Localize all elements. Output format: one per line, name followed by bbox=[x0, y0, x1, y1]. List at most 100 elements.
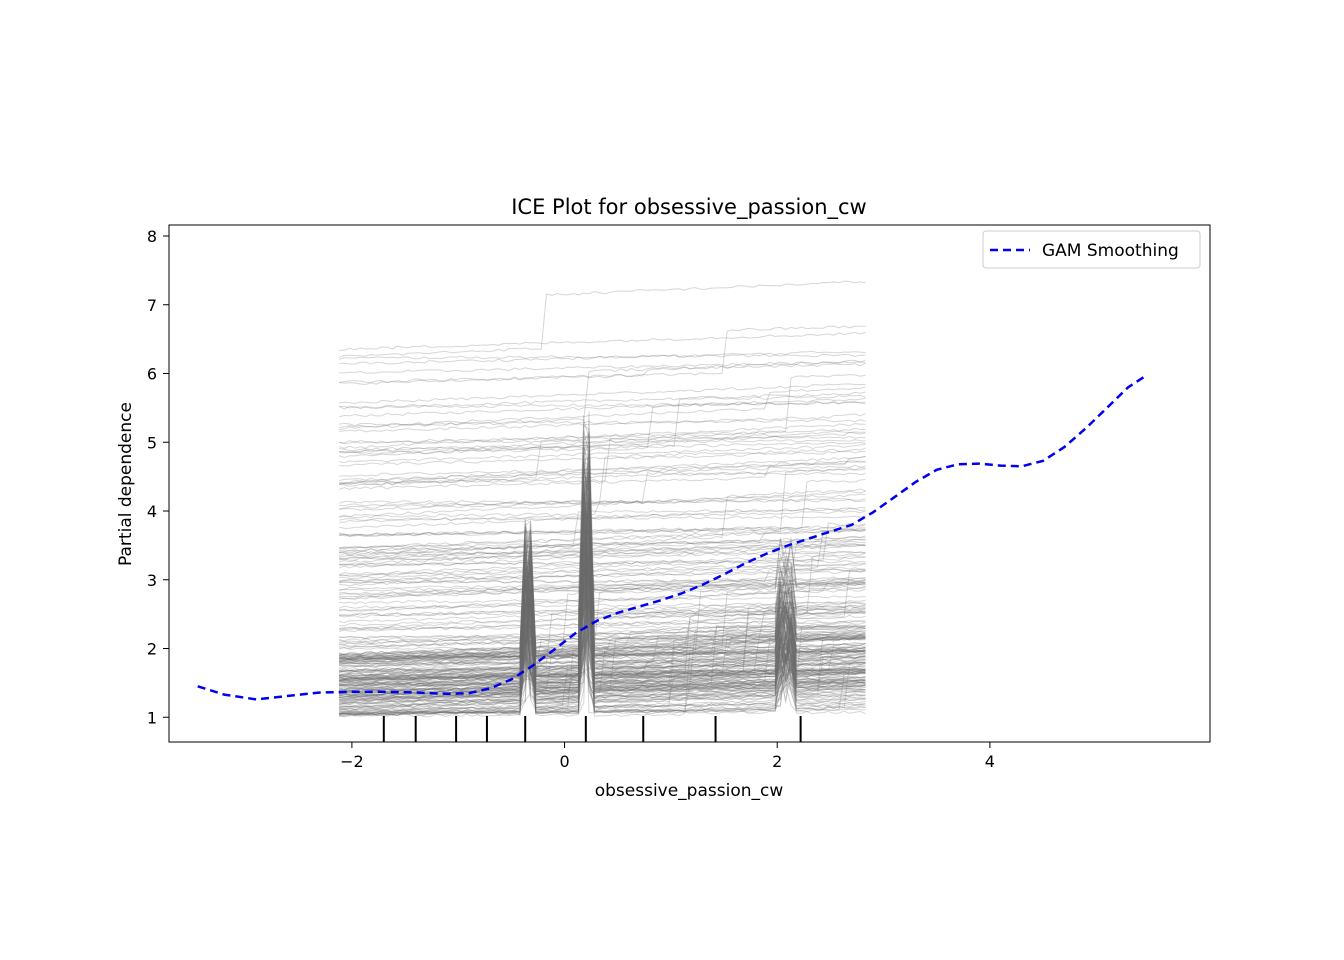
ice-line bbox=[339, 609, 866, 699]
ice-line bbox=[339, 477, 866, 684]
ice-line bbox=[339, 455, 866, 650]
ice-line bbox=[338, 541, 866, 692]
ice-line bbox=[339, 427, 866, 487]
ice-line bbox=[338, 521, 866, 683]
ice-line bbox=[339, 599, 866, 701]
y-axis-label: Partial dependence bbox=[116, 402, 136, 566]
ice-line bbox=[338, 507, 866, 698]
y-axis-ticks: 1 2 3 4 5 6 7 8 bbox=[147, 227, 169, 727]
ice-line bbox=[339, 362, 866, 384]
ice-line bbox=[338, 494, 866, 642]
y-tick-label: 7 bbox=[147, 296, 157, 315]
ice-line bbox=[338, 511, 866, 701]
ice-line bbox=[338, 564, 866, 705]
ice-line bbox=[338, 578, 866, 693]
ice-line bbox=[339, 419, 866, 427]
ice-line bbox=[339, 547, 866, 716]
ice-line bbox=[338, 504, 866, 703]
ice-line bbox=[339, 439, 866, 444]
ice-line bbox=[339, 602, 866, 700]
ice-line bbox=[339, 444, 866, 464]
ice-line bbox=[339, 488, 866, 699]
ice-line bbox=[339, 566, 866, 697]
legend-gam-label: GAM Smoothing bbox=[1042, 241, 1179, 261]
y-tick-label: 3 bbox=[147, 571, 157, 590]
ice-line bbox=[339, 413, 866, 433]
gam-smoothing-line bbox=[197, 375, 1145, 701]
ice-line bbox=[339, 578, 866, 612]
ice-line bbox=[339, 536, 866, 555]
ice-line bbox=[339, 383, 866, 405]
ice-line bbox=[338, 528, 866, 538]
ice-line bbox=[338, 601, 866, 693]
ice-line bbox=[339, 542, 866, 687]
ice-line bbox=[338, 483, 866, 672]
ice-line bbox=[339, 621, 866, 709]
ice-line bbox=[339, 565, 866, 673]
ice-line bbox=[338, 411, 866, 663]
ice-line bbox=[338, 431, 866, 714]
ice-line bbox=[339, 493, 866, 511]
ice-line bbox=[339, 501, 866, 631]
ice-line bbox=[338, 478, 866, 665]
ice-line bbox=[339, 529, 866, 664]
ice-line bbox=[338, 509, 866, 683]
ice-line bbox=[338, 495, 866, 688]
ice-line bbox=[338, 562, 866, 680]
ice-line bbox=[339, 582, 866, 716]
ice-line bbox=[339, 543, 866, 560]
ice-line bbox=[338, 353, 866, 360]
ice-line bbox=[339, 456, 866, 484]
ice-line bbox=[338, 622, 866, 709]
ice-line bbox=[339, 540, 866, 660]
ice-line bbox=[339, 587, 866, 688]
ice-line bbox=[339, 547, 866, 702]
x-tick-label: 4 bbox=[985, 752, 995, 771]
ice-line bbox=[339, 537, 866, 678]
ice-line bbox=[339, 567, 866, 699]
ice-line bbox=[339, 331, 866, 352]
ice-line bbox=[339, 526, 866, 537]
ice-line bbox=[338, 548, 866, 643]
ice-line bbox=[339, 576, 866, 697]
plot-frame bbox=[168, 224, 1211, 743]
ice-line bbox=[339, 602, 866, 717]
ice-line bbox=[339, 574, 866, 681]
ice-line bbox=[338, 528, 866, 550]
ice-line bbox=[338, 462, 866, 683]
ice-line bbox=[339, 528, 866, 695]
ice-line bbox=[339, 550, 866, 555]
ice-line bbox=[338, 527, 866, 715]
ice-line bbox=[338, 479, 866, 705]
ice-line bbox=[339, 536, 866, 691]
ice-line bbox=[338, 468, 866, 695]
ice-line bbox=[338, 548, 866, 680]
ice-line bbox=[339, 510, 866, 523]
ice-line bbox=[338, 490, 866, 518]
ice-line bbox=[339, 461, 866, 687]
ice-line bbox=[338, 510, 866, 685]
y-tick-label: 8 bbox=[147, 227, 157, 246]
ice-line bbox=[338, 481, 866, 672]
ice-line bbox=[338, 491, 866, 695]
ice-line bbox=[339, 462, 866, 684]
ice-line bbox=[338, 431, 866, 459]
ice-line bbox=[339, 568, 866, 713]
ice-line bbox=[339, 434, 866, 676]
ice-line bbox=[338, 470, 866, 656]
ice-line bbox=[339, 551, 866, 715]
ice-line bbox=[339, 576, 866, 596]
ice-line bbox=[339, 531, 866, 696]
ice-line bbox=[339, 562, 866, 580]
ice-line bbox=[339, 431, 866, 647]
ice-line bbox=[339, 553, 866, 687]
ice-line bbox=[339, 471, 866, 674]
ice-line bbox=[339, 514, 866, 710]
ice-line bbox=[339, 450, 866, 627]
ice-line bbox=[339, 581, 866, 595]
ice-line bbox=[338, 490, 866, 658]
ice-line bbox=[339, 566, 866, 630]
ice-line bbox=[339, 430, 866, 453]
ice-line bbox=[338, 553, 866, 678]
ice-line bbox=[339, 510, 866, 690]
